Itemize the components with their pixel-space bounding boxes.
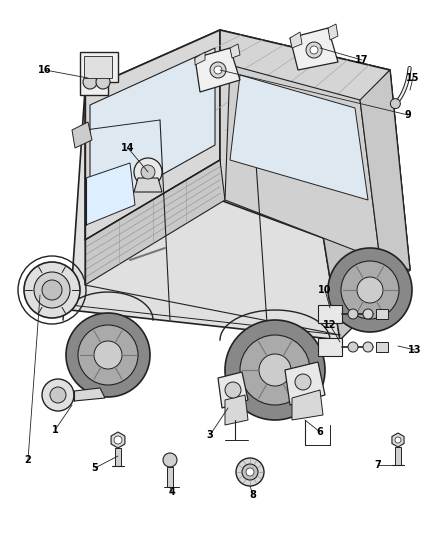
Bar (395, 447, 401, 465)
Circle shape (357, 277, 383, 303)
Circle shape (306, 42, 322, 58)
Text: 9: 9 (405, 110, 411, 120)
Polygon shape (285, 362, 325, 405)
Bar (115, 448, 121, 466)
Circle shape (341, 261, 399, 319)
Polygon shape (230, 44, 240, 58)
Circle shape (24, 262, 80, 318)
Text: 1: 1 (52, 425, 58, 435)
Circle shape (34, 272, 70, 308)
Circle shape (225, 382, 241, 398)
Circle shape (42, 280, 62, 300)
Polygon shape (195, 48, 240, 92)
Text: 8: 8 (250, 490, 256, 500)
Polygon shape (85, 30, 220, 240)
Circle shape (348, 342, 358, 352)
Text: 5: 5 (92, 463, 99, 473)
Text: 14: 14 (121, 143, 135, 153)
Bar (376, 342, 388, 352)
Circle shape (114, 436, 122, 444)
Circle shape (66, 313, 150, 397)
Polygon shape (310, 70, 410, 340)
Polygon shape (85, 30, 390, 155)
Circle shape (163, 453, 177, 467)
Circle shape (214, 66, 222, 74)
Bar (376, 309, 388, 319)
Polygon shape (290, 32, 302, 48)
Text: 12: 12 (323, 320, 337, 330)
Circle shape (96, 75, 110, 89)
Polygon shape (292, 390, 323, 420)
Circle shape (134, 158, 162, 186)
Circle shape (328, 248, 412, 332)
Circle shape (42, 379, 74, 411)
Circle shape (141, 165, 155, 179)
Circle shape (395, 437, 401, 443)
Circle shape (246, 468, 254, 476)
Polygon shape (90, 48, 215, 215)
Polygon shape (230, 75, 368, 200)
Circle shape (50, 387, 66, 403)
Text: 10: 10 (318, 285, 332, 295)
Circle shape (210, 62, 226, 78)
Circle shape (225, 320, 325, 420)
Bar (167, 467, 173, 487)
Polygon shape (111, 432, 125, 448)
Text: 13: 13 (408, 345, 422, 355)
Polygon shape (220, 30, 410, 270)
Text: 16: 16 (38, 65, 52, 75)
Polygon shape (74, 388, 105, 401)
Circle shape (236, 458, 264, 486)
Polygon shape (290, 28, 338, 70)
Text: 4: 4 (169, 487, 175, 497)
Polygon shape (80, 52, 118, 95)
Polygon shape (72, 122, 92, 148)
Bar (318, 338, 342, 356)
Text: 6: 6 (317, 427, 323, 437)
Circle shape (78, 325, 138, 385)
Circle shape (363, 342, 373, 352)
Polygon shape (225, 395, 248, 425)
Polygon shape (360, 70, 410, 270)
Circle shape (259, 354, 291, 386)
Text: 15: 15 (406, 73, 420, 83)
Polygon shape (85, 160, 225, 285)
Polygon shape (195, 52, 205, 65)
Circle shape (348, 309, 358, 319)
Circle shape (242, 464, 258, 480)
Bar (84, 56, 112, 78)
Circle shape (295, 374, 311, 390)
Circle shape (310, 46, 318, 54)
Polygon shape (225, 65, 380, 260)
Bar (318, 305, 342, 323)
Text: 17: 17 (355, 55, 369, 65)
Circle shape (240, 335, 310, 405)
Circle shape (390, 99, 400, 109)
Polygon shape (392, 433, 404, 447)
Circle shape (363, 309, 373, 319)
Circle shape (83, 75, 97, 89)
Text: 3: 3 (207, 430, 213, 440)
Polygon shape (70, 90, 340, 340)
Text: 7: 7 (374, 460, 381, 470)
Polygon shape (328, 24, 338, 40)
Polygon shape (134, 178, 162, 192)
Circle shape (94, 341, 122, 369)
Polygon shape (218, 372, 248, 408)
Text: 2: 2 (25, 455, 32, 465)
Polygon shape (86, 163, 135, 225)
